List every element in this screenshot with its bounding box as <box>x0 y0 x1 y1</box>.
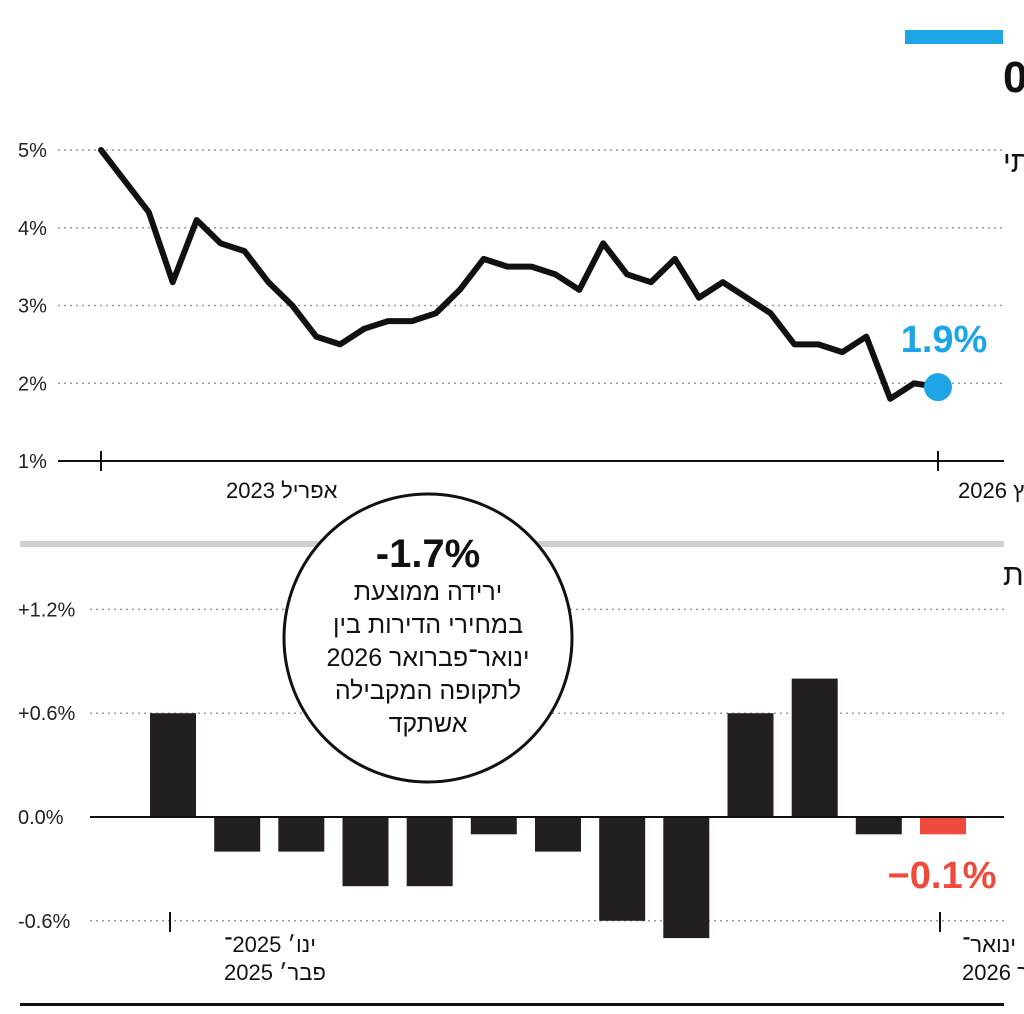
inflation-end-point <box>924 373 952 402</box>
bar-chart-title: שינוי דו־חודשי במחירי הדירות <box>1003 559 1024 592</box>
accent-bar <box>905 30 1003 44</box>
bar-7 <box>599 817 646 921</box>
inflation-series-line <box>98 147 941 402</box>
callout-line-5: אשתקד <box>389 710 468 738</box>
bar-3 <box>342 817 389 887</box>
callout-line-1: ירידה ממוצעת <box>354 578 503 606</box>
line-y-tick-2: 3% <box>18 296 47 318</box>
bar-x-label-first-line2: פבר׳ 2025 <box>224 960 326 985</box>
bar-12 <box>920 817 966 835</box>
bar-0 <box>150 713 196 817</box>
housing-bar-chart: שינוי דו־חודשי במחירי הדירות +1.2% +0.6% 0… <box>18 559 1024 985</box>
line-y-tick-0: 5% <box>18 140 47 162</box>
bar-11 <box>855 817 902 835</box>
bottom-rule <box>20 1003 1004 1006</box>
bar-8 <box>663 817 710 939</box>
bar-y-tick-1: +0.6% <box>18 703 75 725</box>
page-title: המלחמה הזניקה את מדד מרץ ב־0.4% <box>1003 53 1024 102</box>
bar-5 <box>470 817 517 835</box>
line-y-tick-3: 2% <box>18 373 47 395</box>
line-chart-y-ticks: 5% 4% 3% 2% 1% <box>18 140 47 473</box>
bar-1 <box>214 817 261 852</box>
bar-chart-bars <box>150 678 966 939</box>
bar-highlight-label: −0.1% <box>888 855 997 897</box>
callout-value: -1.7% <box>376 532 481 576</box>
bar-y-tick-2: 0.0% <box>18 807 64 829</box>
line-x-label-end: מרץ 2026 <box>958 478 1024 503</box>
inflation-line-chart: קצב אינפלציה שנתי 5%4%3%2%1% אפריל 2023 … <box>18 140 1024 503</box>
callout: -1.7% ירידה ממוצעת במחירי הדירות בין ינו… <box>282 492 574 784</box>
bar-2 <box>278 817 325 852</box>
line-y-tick-1: 4% <box>18 218 47 240</box>
bar-9 <box>727 713 774 817</box>
callout-line-2: במחירי הדירות בין <box>333 611 523 639</box>
bar-x-label-last-line1: ינואר־ <box>962 932 1016 957</box>
callout-circle <box>282 492 574 784</box>
bar-10 <box>791 678 838 817</box>
callout-line-4: לתקופה המקבילה <box>335 677 521 705</box>
line-x-label-start: אפריל 2023 <box>226 478 338 503</box>
line-chart-title: קצב אינפלציה שנתי <box>1003 146 1024 179</box>
inflation-highlight-label: 1.9% <box>901 319 988 361</box>
callout-line-3: ינואר־פברואר 2026 <box>326 644 529 672</box>
bar-x-label-first-line1: ינו׳ 2025־ <box>224 932 316 957</box>
bar-y-tick-0: +1.2% <box>18 599 75 621</box>
bar-y-tick-3: -0.6% <box>18 911 70 933</box>
bar-6 <box>535 817 581 852</box>
line-chart-grid <box>58 149 1004 384</box>
bar-chart-y-ticks: +1.2% +0.6% 0.0% -0.6% <box>18 599 75 932</box>
bar-4 <box>406 817 453 887</box>
line-y-tick-4: 1% <box>18 451 47 473</box>
bar-x-label-last-line2: פברואר 2026 <box>962 960 1024 985</box>
